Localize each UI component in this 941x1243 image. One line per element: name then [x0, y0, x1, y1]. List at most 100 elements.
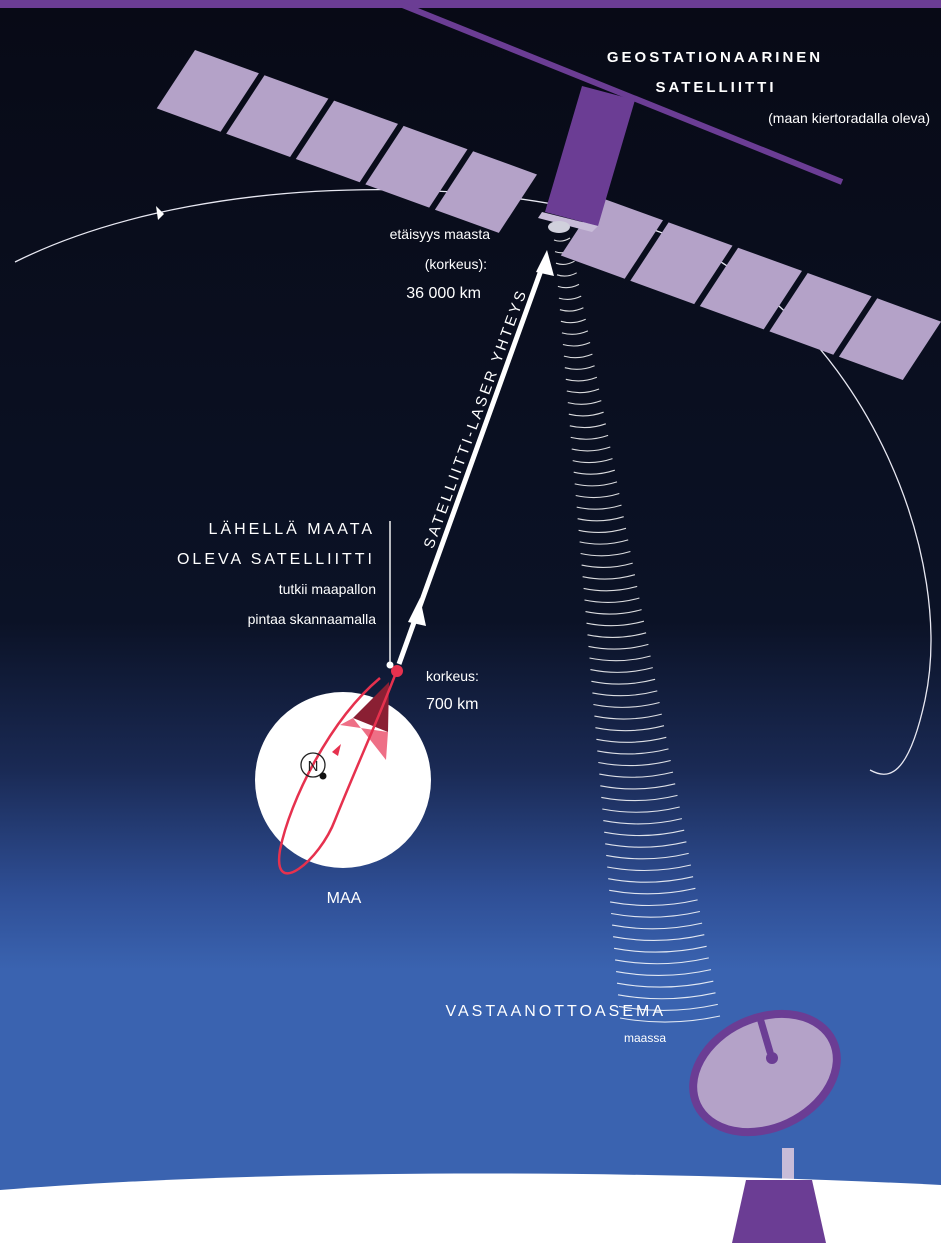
top-band — [0, 0, 941, 8]
beam-arc — [612, 922, 703, 930]
leo-orbit-arrow — [332, 744, 341, 756]
laser-arrow-mid — [408, 598, 426, 626]
geo-title-line2: SATELLIITTI — [655, 79, 776, 96]
beam-arc — [598, 759, 671, 767]
solar-panel-5 — [434, 151, 537, 233]
beam-arc — [593, 701, 660, 708]
beam-arc — [596, 736, 667, 743]
beam-arc — [588, 643, 649, 650]
beam-arc — [572, 458, 613, 464]
solar-panel-9 — [769, 273, 872, 355]
beam-arc — [565, 376, 598, 382]
distance-line1: etäisyys maasta — [390, 226, 491, 242]
dish-feed — [756, 1014, 774, 1056]
geo-subtitle: (maan kiertoradalla oleva) — [768, 110, 930, 126]
beam-arc — [571, 446, 611, 452]
beam-arc — [617, 992, 716, 1000]
beam-arc — [577, 516, 624, 522]
beam-arc — [603, 818, 683, 825]
beam-arc — [564, 365, 595, 370]
north-label: N — [308, 758, 319, 775]
beam-arc — [601, 794, 678, 802]
solar-panel-3 — [295, 100, 398, 183]
beam-arc — [568, 411, 604, 417]
downlink-beam — [553, 237, 721, 1023]
leo-title-line1: LÄHELLÄ MAATA — [209, 520, 375, 538]
laser-link-line — [396, 261, 547, 665]
leo-label-pointer-dot — [386, 661, 394, 669]
leo-satellite — [277, 665, 403, 875]
beam-arc — [610, 899, 698, 907]
beam-arc — [609, 887, 696, 895]
station-title: VASTAANOTTOASEMA — [446, 1003, 666, 1020]
beam-arc — [595, 725, 665, 732]
geo-title-line1: GEOSTATIONAARINEN — [607, 49, 823, 66]
beam-arc — [594, 713, 662, 720]
beam-arc — [569, 423, 606, 429]
beam-arc — [614, 945, 707, 953]
solar-panel-2 — [226, 75, 329, 157]
leo-desc-line2: pintaa skannaamalla — [248, 611, 377, 627]
distance-line3: 36 000 km — [406, 285, 481, 302]
beam-arc — [587, 632, 647, 638]
beam-arc — [586, 620, 645, 627]
beam-arc — [585, 609, 642, 615]
beam-arc — [616, 980, 714, 988]
satellite-antenna — [548, 221, 570, 233]
beam-arc — [619, 1015, 721, 1023]
beam-arc — [615, 957, 709, 965]
north-pole-marker-icon: N — [300, 752, 327, 780]
leo-title-line2: OLEVA SATELLIITTI — [177, 551, 375, 568]
beam-arc — [561, 330, 589, 335]
beam-arc — [616, 969, 712, 976]
beam-arc — [607, 864, 692, 872]
laser-arrow-top — [536, 250, 554, 276]
solar-panel-10 — [838, 298, 941, 380]
beam-arc — [606, 852, 689, 860]
satellite-base — [538, 212, 598, 232]
beam-arc — [563, 353, 593, 359]
distance-line2: (korkeus): — [425, 256, 487, 272]
beam-arc — [597, 748, 669, 755]
beam-arc — [558, 295, 582, 300]
beam-arc — [605, 841, 687, 848]
beam-arc — [560, 318, 586, 324]
station-base-front — [732, 1180, 826, 1243]
solar-panels — [156, 50, 941, 380]
beam-arc — [575, 492, 620, 499]
beam-arc — [591, 678, 656, 685]
earth-label: MAA — [327, 890, 362, 907]
ground-surface — [0, 1173, 941, 1243]
beam-arc — [581, 562, 633, 568]
beam-arc — [589, 655, 651, 662]
beam-arc — [574, 481, 618, 487]
beam-arc — [566, 388, 600, 394]
beam-arc — [562, 341, 591, 347]
beam-arc — [553, 237, 571, 242]
leo-satellite-dot — [391, 665, 403, 677]
north-pole-dot — [319, 772, 327, 780]
dish-feed-tip — [766, 1052, 778, 1064]
geo-satellite-main-beam — [393, 0, 844, 185]
beam-arc — [590, 667, 653, 673]
beam-arc — [602, 806, 680, 813]
orbit-direction-arrow — [156, 206, 164, 220]
station-neck — [782, 1148, 794, 1184]
beam-arc — [599, 771, 674, 778]
solar-panel-4 — [365, 125, 468, 208]
beam-arc — [583, 585, 638, 592]
beam-arc — [555, 260, 575, 265]
satellite-body — [545, 86, 635, 226]
beam-arc — [592, 690, 658, 697]
leo-desc-line1: tutkii maapallon — [279, 581, 376, 597]
leo-height-line1: korkeus: — [426, 668, 479, 684]
beam-arc — [573, 469, 615, 475]
leo-height-line2: 700 km — [426, 696, 478, 713]
beam-arc — [559, 307, 584, 312]
beam-arc — [618, 1003, 718, 1011]
scan-cone-bottom — [340, 718, 388, 760]
beam-arc — [580, 550, 631, 557]
station-subtitle: maassa — [624, 1031, 666, 1045]
